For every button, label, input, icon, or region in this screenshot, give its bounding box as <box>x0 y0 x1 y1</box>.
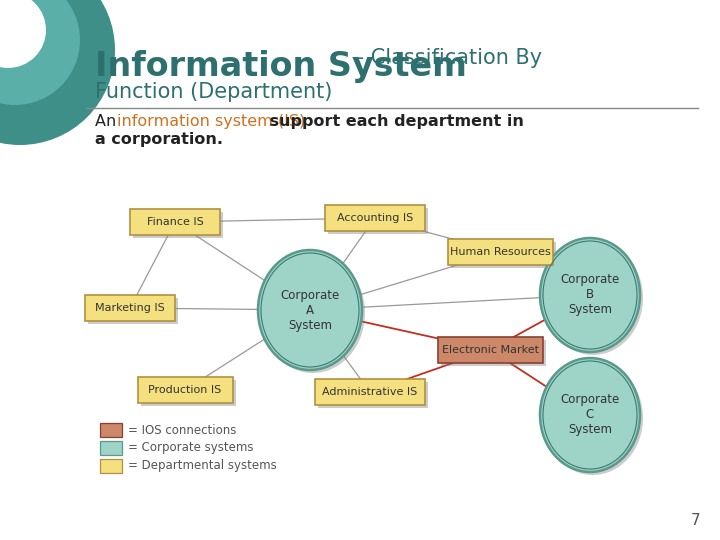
Text: Function (Department): Function (Department) <box>95 82 333 102</box>
Circle shape <box>0 0 115 145</box>
Text: Human Resources: Human Resources <box>449 247 550 257</box>
FancyBboxPatch shape <box>140 380 235 406</box>
Text: Corporate
C
System: Corporate C System <box>560 394 620 436</box>
FancyBboxPatch shape <box>138 377 233 403</box>
Ellipse shape <box>540 238 640 352</box>
FancyBboxPatch shape <box>328 208 428 234</box>
Text: a corporation.: a corporation. <box>95 132 223 147</box>
FancyBboxPatch shape <box>451 242 556 268</box>
FancyBboxPatch shape <box>100 423 122 437</box>
Text: = IOS connections: = IOS connections <box>128 423 236 436</box>
FancyBboxPatch shape <box>448 239 552 265</box>
Ellipse shape <box>543 241 643 355</box>
Text: Information System: Information System <box>95 50 467 83</box>
Text: An: An <box>95 114 122 129</box>
Text: Corporate
A
System: Corporate A System <box>280 288 340 332</box>
FancyBboxPatch shape <box>100 441 122 455</box>
FancyBboxPatch shape <box>88 298 178 324</box>
Ellipse shape <box>261 253 365 373</box>
Text: support each department in: support each department in <box>264 114 524 129</box>
FancyBboxPatch shape <box>318 382 428 408</box>
Circle shape <box>0 0 80 105</box>
FancyBboxPatch shape <box>325 205 425 231</box>
Ellipse shape <box>543 361 643 475</box>
Text: Accounting IS: Accounting IS <box>337 213 413 223</box>
FancyBboxPatch shape <box>100 459 122 473</box>
Text: = Departmental systems: = Departmental systems <box>128 460 276 472</box>
Text: Corporate
B
System: Corporate B System <box>560 273 620 316</box>
Text: 7: 7 <box>690 513 700 528</box>
Text: = Corporate systems: = Corporate systems <box>128 442 253 455</box>
Ellipse shape <box>258 250 362 370</box>
Ellipse shape <box>540 358 640 472</box>
Text: - Classification By: - Classification By <box>350 48 542 68</box>
Text: Marketing IS: Marketing IS <box>95 303 165 313</box>
FancyBboxPatch shape <box>315 379 425 405</box>
FancyBboxPatch shape <box>438 337 542 363</box>
Circle shape <box>0 0 46 68</box>
Text: information system (IS): information system (IS) <box>117 114 305 129</box>
Text: Finance IS: Finance IS <box>147 217 203 227</box>
Text: Administrative IS: Administrative IS <box>323 387 418 397</box>
FancyBboxPatch shape <box>133 212 223 238</box>
Text: Electronic Market: Electronic Market <box>441 345 539 355</box>
Text: Production IS: Production IS <box>148 385 222 395</box>
FancyBboxPatch shape <box>85 295 175 321</box>
FancyBboxPatch shape <box>130 209 220 235</box>
FancyBboxPatch shape <box>441 340 546 366</box>
